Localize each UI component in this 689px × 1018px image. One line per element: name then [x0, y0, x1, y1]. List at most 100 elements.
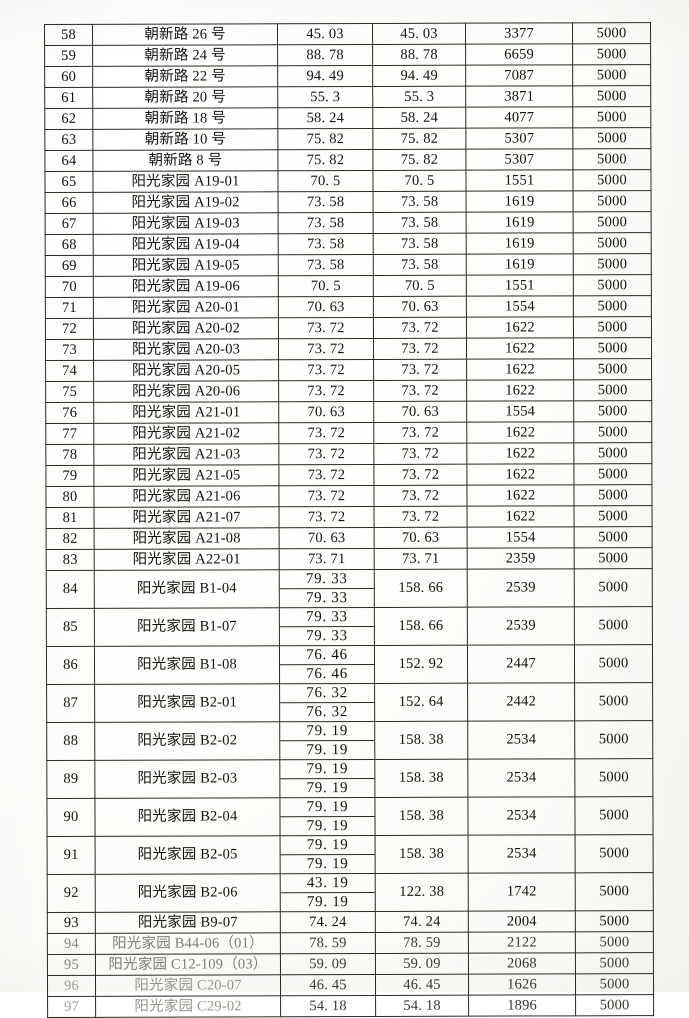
amount-value: 1619: [466, 211, 574, 234]
total-area-value: 73. 71: [374, 548, 468, 570]
property-name: 阳光家园 A21-01: [93, 401, 279, 424]
amount-value: 4077: [465, 106, 573, 129]
total-area-value: 94. 49: [372, 65, 466, 87]
amount-value: 1622: [466, 484, 575, 507]
total-area-value: 70. 5: [373, 275, 467, 297]
table-row: 62 朝新路 18 号 58. 24 58. 24 4077 5000: [44, 106, 651, 130]
total-area-value: 158. 38: [375, 835, 469, 874]
amount-value: 2534: [468, 834, 576, 874]
area-split-cell: 79. 19 79. 19: [279, 797, 376, 836]
row-index: 82: [46, 528, 95, 550]
standard-value: 5000: [573, 400, 652, 422]
amount-value: 1619: [466, 232, 574, 255]
table-row: 65 阳光家园 A19-01 70. 5 70. 5 1551 5000: [44, 169, 652, 193]
row-index: 68: [45, 234, 94, 256]
row-index: 70: [45, 276, 94, 298]
standard-value: 5000: [575, 872, 654, 911]
standard-value: 5000: [574, 644, 653, 683]
area-value-upper: 76. 46: [279, 645, 375, 666]
area-value: 73. 72: [278, 380, 374, 402]
row-index: 81: [46, 507, 95, 529]
total-area-value: 73. 58: [373, 212, 467, 234]
row-index: 58: [44, 24, 93, 46]
property-name: 朝新路 22 号: [92, 65, 278, 88]
property-name: 阳光家园 B2-05: [95, 835, 281, 875]
property-name: 阳光家园 A19-06: [93, 275, 279, 298]
property-name: 阳光家园 A20-03: [93, 338, 279, 361]
property-area-table: 58 朝新路 26 号 45. 03 45. 03 3377 5000 59 朝新路 24 号…: [44, 22, 654, 1018]
standard-value: 5000: [575, 931, 654, 953]
amount-value: 1554: [466, 400, 574, 423]
total-area-value: 55. 3: [372, 86, 466, 108]
property-name: 阳光家园 B1-04: [94, 569, 280, 609]
standard-value: 5000: [574, 682, 653, 721]
area-value: 75. 82: [277, 149, 373, 171]
total-area-value: 75. 82: [372, 149, 466, 171]
standard-value: 5000: [574, 526, 653, 548]
area-value: 45. 03: [277, 23, 373, 45]
standard-value: 5000: [573, 337, 652, 359]
area-split-cell: 79. 33 79. 33: [279, 607, 375, 646]
property-name: 阳光家园 B1-07: [94, 607, 280, 647]
area-value: 73. 72: [278, 464, 374, 486]
area-value-lower: 79. 33: [306, 627, 348, 644]
property-name: 阳光家园 B2-06: [95, 873, 281, 913]
area-value: 74. 24: [280, 911, 376, 933]
table-row: 63 朝新路 10 号 75. 82 75. 82 5307 5000: [44, 127, 651, 151]
area-value-lower: 79. 19: [306, 741, 349, 758]
total-area-value: 58. 24: [372, 107, 466, 129]
total-area-value: 73. 72: [373, 485, 468, 507]
standard-value: 5000: [573, 442, 652, 464]
table-row: 89 阳光家园 B2-03 79. 19 79. 19 158. 38 2534 5000: [46, 758, 653, 799]
total-area-value: 59. 09: [375, 953, 469, 975]
standard-value: 5000: [575, 910, 654, 932]
total-area-value: 73. 58: [373, 233, 467, 255]
property-name: 朝新路 18 号: [92, 107, 278, 130]
total-area-value: 75. 82: [372, 128, 466, 150]
table-row: 93 阳光家园 B9-07 74. 24 74. 24 2004 5000: [47, 910, 654, 934]
table-row: 94 阳光家园 B44-06（01） 78. 59 78. 59 2122 5000: [47, 931, 654, 955]
property-name: 阳光家园 A21-08: [94, 527, 280, 550]
standard-value: 5000: [572, 106, 651, 128]
amount-value: 7087: [465, 64, 573, 87]
table-row: 66 阳光家园 A19-02 73. 58 73. 58 1619 5000: [45, 190, 652, 214]
amount-value: 1622: [466, 316, 574, 339]
standard-value: 5000: [573, 253, 652, 275]
area-value: 94. 49: [277, 65, 373, 87]
standard-value: 5000: [572, 148, 651, 170]
standard-value: 5000: [574, 547, 653, 569]
table-row: 87 阳光家园 B2-01 76. 32 76. 32 152. 64 2442 5000: [46, 682, 653, 723]
area-value-lower: 79. 19: [306, 817, 349, 834]
table-row: 88 阳光家园 B2-02 79. 19 79. 19 158. 38 2534 5000: [46, 720, 653, 761]
area-value-lower: 79. 19: [306, 893, 349, 910]
standard-value: 5000: [575, 834, 654, 873]
area-split-cell: 43. 19 79. 19: [280, 873, 376, 912]
area-value: 73. 58: [278, 191, 374, 213]
total-area-value: 74. 24: [375, 911, 469, 933]
property-name: 阳光家园 A19-04: [93, 233, 279, 256]
standard-value: 5000: [572, 22, 651, 44]
property-name: 阳光家园 B2-04: [94, 797, 281, 837]
standard-value: 5000: [575, 952, 654, 974]
table-row: 82 阳光家园 A21-08 70. 63 70. 63 1554 5000: [46, 526, 653, 550]
property-name: 阳光家园 B2-02: [94, 721, 280, 761]
property-name: 阳光家园 C29-02: [95, 995, 281, 1018]
area-value-lower: 76. 46: [306, 665, 348, 682]
amount-value: 2534: [467, 758, 575, 798]
total-area-value: 158. 38: [374, 759, 468, 798]
area-value: 55. 3: [277, 86, 373, 108]
table-row: 70 阳光家园 A19-06 70. 5 70. 5 1551 5000: [45, 274, 652, 298]
area-value: 70. 63: [279, 527, 375, 549]
standard-value: 5000: [573, 232, 652, 254]
standard-value: 5000: [572, 85, 651, 107]
table-body: 58 朝新路 26 号 45. 03 45. 03 3377 5000 59 朝新路 24 号…: [44, 22, 654, 1018]
area-value-upper: 79. 19: [280, 759, 375, 780]
area-value-lower: 79. 19: [306, 855, 349, 872]
total-area-value: 78. 59: [375, 932, 469, 954]
standard-value: 5000: [573, 295, 652, 317]
row-index: 61: [44, 87, 93, 109]
total-area-value: 158. 66: [374, 607, 468, 646]
row-index: 79: [45, 465, 94, 487]
property-name: 朝新路 10 号: [92, 128, 278, 151]
table-row: 72 阳光家园 A20-02 73. 72 73. 72 1622 5000: [45, 316, 652, 340]
